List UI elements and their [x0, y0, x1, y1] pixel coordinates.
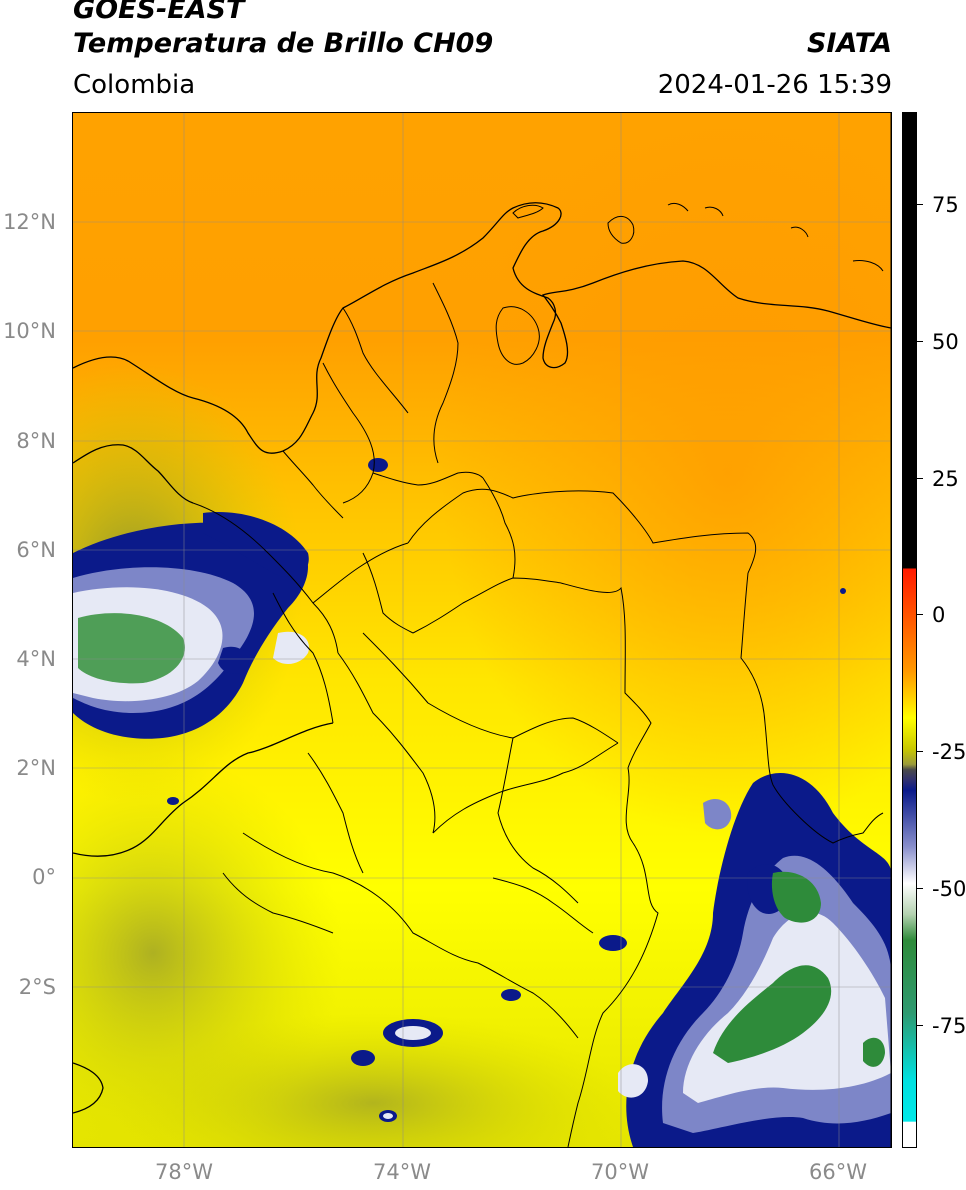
timestamp-label: 2024-01-26 15:39 — [657, 70, 892, 100]
colorbar-tick — [917, 478, 923, 479]
colorbar-label-50: 50 — [932, 330, 959, 354]
colorbar-label-0: 0 — [932, 603, 946, 627]
colorbar-label-minus75: -75 — [932, 1014, 966, 1038]
colorbar — [902, 112, 917, 1148]
small-cloud-patches — [167, 458, 846, 1122]
colorbar-label-minus50: -50 — [932, 877, 966, 901]
lon-label-70w: 70°W — [591, 1160, 649, 1184]
lat-label-10n: 10°N — [3, 319, 56, 343]
satellite-map[interactable] — [72, 112, 892, 1148]
colorbar-label-75: 75 — [932, 193, 959, 217]
coastlines — [73, 202, 891, 1114]
lat-label-6n: 6°N — [16, 538, 56, 562]
region-label: Colombia — [73, 70, 196, 100]
colorbar-tick — [917, 1025, 923, 1026]
colorbar-label-25: 25 — [932, 467, 959, 491]
product-title: Temperatura de Brillo CH09 — [73, 28, 494, 59]
lat-label-2n: 2°N — [16, 756, 56, 780]
colorbar-label-minus25: -25 — [932, 740, 966, 764]
cloud-cluster-southeast — [618, 773, 891, 1147]
lon-label-78w: 78°W — [155, 1160, 213, 1184]
colorbar-tick — [917, 614, 923, 615]
country-borders — [192, 282, 884, 1147]
lat-label-0: 0° — [32, 865, 56, 889]
colorbar-tick — [917, 204, 923, 205]
cloud-cluster-west — [73, 512, 309, 739]
lon-label-66w: 66°W — [809, 1160, 867, 1184]
satellite-title: GOES-EAST — [73, 0, 245, 25]
colorbar-tick — [917, 341, 923, 342]
colorbar-gradient — [903, 113, 916, 1147]
colorbar-tick — [917, 888, 923, 889]
lon-label-74w: 74°W — [373, 1160, 431, 1184]
graticule — [73, 113, 891, 1147]
map-canvas — [73, 113, 891, 1147]
lat-label-8n: 8°N — [16, 429, 56, 453]
colorbar-tick — [917, 751, 923, 752]
organization-label: SIATA — [806, 28, 892, 59]
lat-label-2s: 2°S — [18, 975, 56, 999]
lat-label-12n: 12°N — [3, 210, 56, 234]
islands — [495, 202, 884, 365]
lat-label-4n: 4°N — [16, 647, 56, 671]
